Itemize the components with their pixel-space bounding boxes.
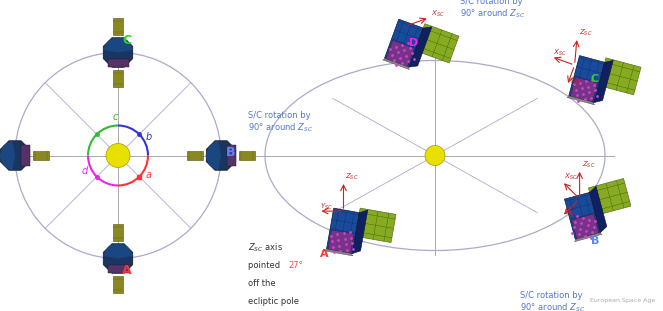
Text: $Z_{SC}$: $Z_{SC}$	[581, 160, 595, 170]
Text: B: B	[226, 146, 235, 159]
Text: $Y_{SC}$: $Y_{SC}$	[320, 202, 333, 212]
Polygon shape	[103, 243, 133, 258]
Text: b: b	[146, 132, 152, 142]
Polygon shape	[113, 224, 123, 241]
Polygon shape	[103, 38, 133, 67]
Text: pointed: pointed	[248, 262, 282, 271]
Text: A: A	[122, 263, 132, 276]
Polygon shape	[575, 233, 602, 242]
Text: off the: off the	[248, 280, 276, 289]
Text: $X_{SC}$: $X_{SC}$	[564, 172, 577, 183]
Polygon shape	[103, 37, 133, 53]
Polygon shape	[107, 59, 129, 67]
Polygon shape	[206, 141, 236, 170]
Text: c: c	[113, 112, 119, 122]
Polygon shape	[107, 265, 129, 273]
Text: C: C	[122, 35, 131, 48]
Polygon shape	[385, 19, 423, 67]
Polygon shape	[0, 141, 30, 170]
Text: $Y_{SC}$: $Y_{SC}$	[569, 77, 582, 87]
Text: a: a	[146, 169, 152, 179]
Polygon shape	[327, 208, 359, 254]
Polygon shape	[206, 140, 221, 171]
Text: S/C rotation by
90° around $Z_{SC}$: S/C rotation by 90° around $Z_{SC}$	[248, 111, 314, 134]
Polygon shape	[572, 214, 599, 239]
Text: $Z_{SC}$ axis: $Z_{SC}$ axis	[248, 242, 283, 254]
Polygon shape	[21, 145, 30, 166]
Polygon shape	[186, 151, 204, 160]
Text: $X_{SC}$: $X_{SC}$	[553, 48, 567, 58]
Text: S/C rotation by
90° around $Z_{SC}$: S/C rotation by 90° around $Z_{SC}$	[520, 291, 585, 311]
Text: European Space Age: European Space Age	[590, 298, 655, 303]
Polygon shape	[386, 40, 414, 67]
Polygon shape	[570, 77, 597, 102]
Polygon shape	[32, 151, 50, 160]
Polygon shape	[227, 145, 236, 166]
Text: D: D	[409, 38, 418, 48]
Polygon shape	[589, 186, 607, 233]
Polygon shape	[355, 208, 396, 243]
Polygon shape	[103, 244, 133, 273]
Polygon shape	[409, 27, 432, 67]
Text: C: C	[591, 74, 599, 84]
Polygon shape	[588, 179, 631, 216]
Text: A: A	[320, 249, 328, 259]
Text: d: d	[82, 165, 88, 175]
Polygon shape	[113, 276, 123, 293]
Circle shape	[425, 146, 445, 165]
Text: B: B	[591, 236, 599, 246]
Text: $Y_{SC}$: $Y_{SC}$	[564, 207, 577, 218]
Text: ecliptic pole: ecliptic pole	[248, 298, 299, 307]
Text: $Z_{SC}$: $Z_{SC}$	[345, 172, 359, 182]
Polygon shape	[328, 230, 354, 253]
Polygon shape	[383, 59, 410, 70]
Polygon shape	[239, 151, 255, 160]
Text: 27°: 27°	[288, 262, 303, 271]
Text: $X_{SC}$: $X_{SC}$	[432, 8, 445, 19]
Polygon shape	[567, 96, 595, 105]
Polygon shape	[569, 56, 605, 103]
Polygon shape	[415, 24, 459, 63]
Text: S/C rotation by
90° around $Z_{SC}$: S/C rotation by 90° around $Z_{SC}$	[461, 0, 526, 20]
Text: $Z_{SC}$: $Z_{SC}$	[579, 28, 593, 38]
Polygon shape	[564, 193, 601, 239]
Polygon shape	[594, 60, 613, 103]
Polygon shape	[113, 18, 123, 35]
Polygon shape	[599, 58, 641, 95]
Polygon shape	[0, 140, 15, 171]
Polygon shape	[352, 210, 368, 254]
Circle shape	[106, 143, 130, 168]
Polygon shape	[113, 70, 123, 87]
Polygon shape	[325, 249, 353, 256]
